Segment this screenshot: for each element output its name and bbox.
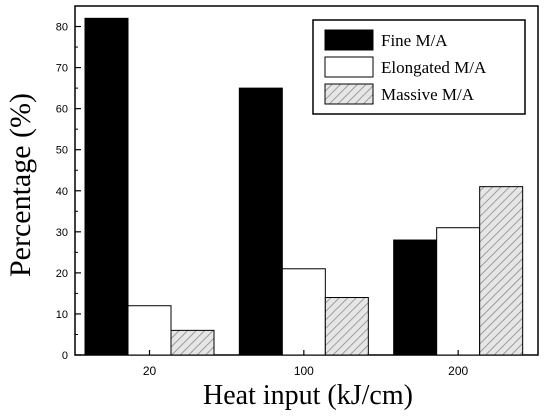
legend-label-elongated-m-a: Elongated M/A	[381, 58, 487, 77]
bar-fine-m-a-200	[393, 239, 438, 356]
bar-elongated-m-a-100	[281, 268, 326, 356]
bar-elongated-m-a-20	[127, 305, 172, 356]
legend-swatch-elongated-m-a	[324, 56, 374, 78]
y-tick-label: 60	[56, 104, 68, 116]
legend-label-massive-m-a: Massive M/A	[381, 85, 475, 104]
y-tick-label: 10	[56, 309, 68, 321]
y-tick-label: 50	[56, 145, 68, 157]
y-tick-label: 20	[56, 268, 68, 280]
legend-swatch-massive-m-a	[324, 83, 374, 105]
y-tick-label: 30	[56, 227, 68, 239]
bar-massive-m-a-100	[324, 297, 369, 356]
bar-fine-m-a-20	[84, 17, 129, 356]
x-axis-title: Heat input (kJ/cm)	[203, 380, 413, 411]
legend-swatch-fine-m-a	[324, 29, 374, 51]
bar-massive-m-a-200	[479, 186, 524, 356]
bar-fine-m-a-100	[238, 87, 283, 356]
x-tick-label: 20	[143, 364, 157, 378]
x-tick-label: 200	[448, 364, 468, 378]
bar-elongated-m-a-200	[436, 227, 481, 356]
x-tick-label: 100	[294, 364, 314, 378]
y-tick-label: 80	[56, 22, 68, 34]
legend-label-fine-m-a: Fine M/A	[381, 31, 448, 50]
y-tick-label: 70	[56, 63, 68, 75]
y-tick-label: 40	[56, 186, 68, 198]
y-tick-label: 0	[62, 350, 68, 362]
y-axis-title: Percentage (%)	[4, 93, 37, 277]
bar-massive-m-a-20	[170, 329, 215, 356]
